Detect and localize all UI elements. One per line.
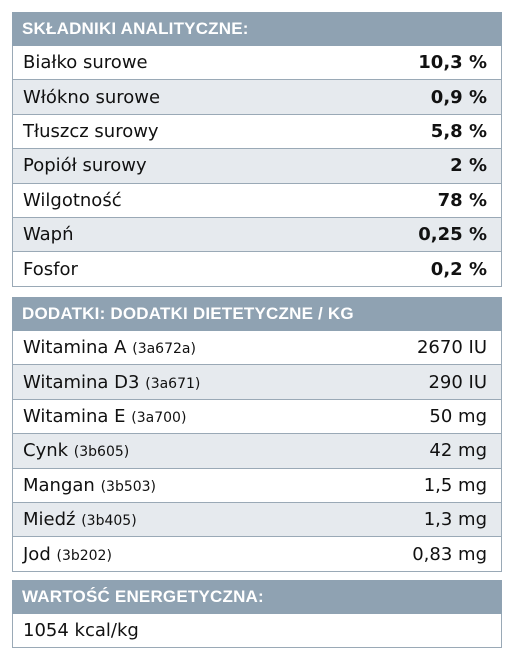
row-label-group: Miedź (3b405) xyxy=(23,509,137,530)
table-row: Włókno surowe 0,9 % xyxy=(12,80,502,115)
row-code: (3a700) xyxy=(131,409,187,426)
row-value: 2670 IU xyxy=(416,337,487,359)
additives-header: DODATKI: DODATKI DIETETYCZNE / KG xyxy=(12,297,502,331)
row-value: 0,2 % xyxy=(430,258,487,280)
table-row: Białko surowe 10,3 % xyxy=(12,46,502,81)
row-label: Tłuszcz surowy xyxy=(23,120,159,142)
row-label: Witamina A xyxy=(23,337,127,359)
row-label: Witamina E xyxy=(23,405,126,427)
row-label-group: Mangan (3b503) xyxy=(23,475,156,496)
row-value: 1,3 mg xyxy=(423,509,487,531)
table-row: Fosfor 0,2 % xyxy=(12,252,502,287)
row-label: Jod xyxy=(23,543,51,565)
row-label-group: Witamina D3 (3a671) xyxy=(23,372,200,393)
row-label: Fosfor xyxy=(23,258,78,280)
table-row: Popiół surowy 2 % xyxy=(12,149,502,184)
analytical-section: SKŁADNIKI ANALITYCZNE: Białko surowe 10,… xyxy=(12,12,502,287)
row-label-group: Witamina A (3a672a) xyxy=(23,337,196,358)
table-row: Witamina A (3a672a) 2670 IU xyxy=(12,331,502,366)
table-row: Wilgotność 78 % xyxy=(12,183,502,218)
row-label: Wapń xyxy=(23,224,74,246)
additives-section: DODATKI: DODATKI DIETETYCZNE / KG Witami… xyxy=(12,297,502,572)
table-row: Witamina D3 (3a671) 290 IU xyxy=(12,365,502,400)
row-label: Popiół surowy xyxy=(23,155,147,177)
row-value: 1,5 mg xyxy=(423,474,487,496)
row-label: Cynk xyxy=(23,440,69,462)
row-label: Miedź xyxy=(23,509,76,531)
table-row: Cynk (3b605) 42 mg xyxy=(12,434,502,469)
row-label: Witamina D3 xyxy=(23,371,140,393)
energy-section: WARTOŚĆ ENERGETYCZNA: 1054 kcal/kg xyxy=(12,580,502,648)
table-row: Miedź (3b405) 1,3 mg xyxy=(12,502,502,538)
analytical-header: SKŁADNIKI ANALITYCZNE: xyxy=(12,12,502,46)
row-value: 5,8 % xyxy=(430,120,487,142)
row-label: Włókno surowe xyxy=(23,86,161,108)
row-label: Wilgotność xyxy=(23,189,122,211)
row-code: (3b202) xyxy=(56,547,112,564)
row-value: 2 % xyxy=(450,155,487,177)
row-label: Białko surowe xyxy=(23,52,148,74)
row-label-group: Cynk (3b605) xyxy=(23,440,129,461)
table-row: Mangan (3b503) 1,5 mg xyxy=(12,468,502,503)
row-value: 50 mg xyxy=(429,405,487,427)
table-row: Wapń 0,25 % xyxy=(12,217,502,253)
row-value: 0,9 % xyxy=(430,86,487,108)
row-label-group: Witamina E (3a700) xyxy=(23,406,186,427)
row-value: 42 mg xyxy=(429,440,487,462)
row-value: 0,25 % xyxy=(418,224,487,246)
row-value: 78 % xyxy=(437,189,487,211)
row-value: 290 IU xyxy=(428,371,487,393)
row-code: (3a672a) xyxy=(132,341,196,358)
energy-value: 1054 kcal/kg xyxy=(12,614,502,648)
row-code: (3b605) xyxy=(73,444,130,461)
table-row: Tłuszcz surowy 5,8 % xyxy=(12,114,502,150)
row-value: 10,3 % xyxy=(418,52,487,74)
row-code: (3a671) xyxy=(145,375,201,392)
energy-header: WARTOŚĆ ENERGETYCZNA: xyxy=(12,580,502,614)
row-code: (3b503) xyxy=(100,478,157,495)
row-code: (3b405) xyxy=(81,513,137,530)
table-row: Jod (3b202) 0,83 mg xyxy=(12,537,502,572)
table-row: Witamina E (3a700) 50 mg xyxy=(12,399,502,435)
row-value: 0,83 mg xyxy=(412,543,487,565)
row-label: Mangan xyxy=(23,474,95,496)
row-label-group: Jod (3b202) xyxy=(23,544,112,565)
